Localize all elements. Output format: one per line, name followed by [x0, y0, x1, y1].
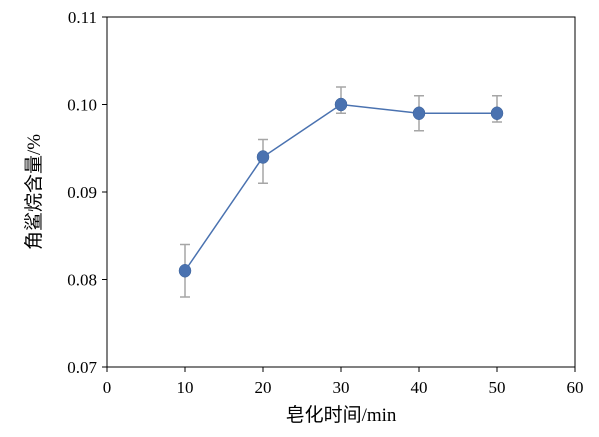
x-axis-label: 皂化时间/min — [286, 404, 397, 426]
x-tick-label: 10 — [177, 378, 194, 397]
x-axis-ticks: 0 10 20 30 40 50 60 — [103, 367, 584, 397]
x-tick-label: 20 — [255, 378, 272, 397]
data-point — [256, 150, 270, 164]
data-point — [178, 264, 192, 278]
error-bars — [180, 86, 502, 298]
series-lines — [184, 103, 497, 272]
y-tick-label: 0.11 — [68, 8, 97, 27]
y-tick-label: 0.08 — [67, 271, 97, 290]
data-point — [412, 106, 426, 120]
y-tick-label: 0.10 — [67, 96, 97, 115]
y-tick-label: 0.09 — [67, 183, 97, 202]
y-axis-ticks: 0.07 0.08 0.09 0.10 0.11 — [67, 8, 107, 377]
data-point — [490, 106, 504, 120]
y-axis-label: 角鲨烷含量/% — [23, 134, 45, 250]
data-points — [178, 97, 504, 278]
x-tick-label: 30 — [333, 378, 350, 397]
x-tick-label: 40 — [411, 378, 428, 397]
x-tick-label: 0 — [103, 378, 112, 397]
series-line — [184, 103, 497, 272]
x-tick-label: 60 — [567, 378, 584, 397]
y-tick-label: 0.07 — [67, 358, 97, 377]
plot-border — [106, 16, 576, 368]
x-tick-label: 50 — [489, 378, 506, 397]
data-point — [334, 97, 348, 112]
plot-frame — [106, 16, 576, 368]
